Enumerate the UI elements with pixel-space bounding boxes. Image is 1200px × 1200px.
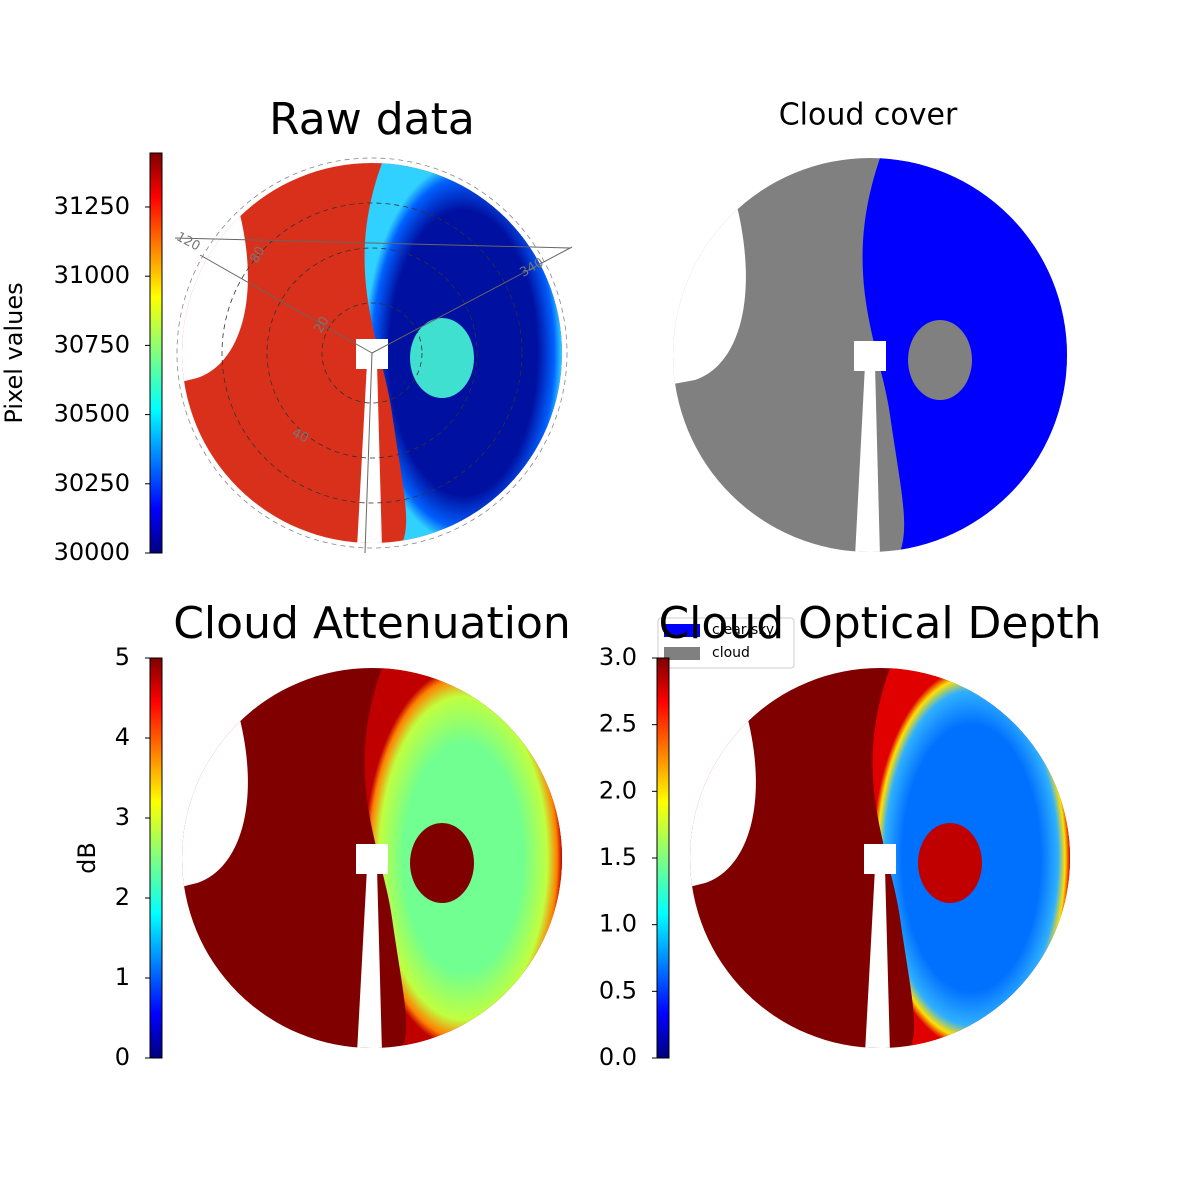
- cloud-patch: [410, 823, 474, 903]
- legend-swatch: [664, 647, 700, 660]
- sun-mask: [854, 341, 886, 371]
- colorbar: [149, 152, 163, 554]
- sun-mask: [356, 844, 388, 874]
- polar-axis: [364, 352, 373, 554]
- sky-image: [673, 158, 1067, 552]
- polar-label: 40: [289, 425, 311, 446]
- colorbar: [656, 657, 670, 1059]
- colorbar-tick-label: 5: [115, 643, 130, 671]
- colorbar-tick-label: 30750: [54, 330, 130, 358]
- cloud-patch: [918, 823, 982, 903]
- colorbar-tick-label: 31000: [54, 261, 130, 289]
- sun-mask: [864, 844, 896, 874]
- polar-axis: [174, 237, 571, 249]
- polar-grid: [221, 202, 523, 504]
- legend-label: cloud: [712, 645, 750, 661]
- colorbar-label: Pixel values: [0, 282, 28, 423]
- legend: clear sky cloud: [657, 617, 795, 669]
- polar-grid: [176, 157, 568, 549]
- colorbar-tick-label: 1.5: [599, 843, 637, 871]
- polar-label: 120: [174, 230, 203, 255]
- colorbar-tick-label: 1: [115, 963, 130, 991]
- panel-title: Cloud cover: [779, 98, 958, 133]
- colorbar-tick-label: 1.0: [599, 910, 637, 938]
- colorbar-tick-label: 30500: [54, 400, 130, 428]
- legend-swatch: [664, 624, 700, 637]
- colorbar-tick-label: 31250: [54, 192, 130, 220]
- colorbar-tick-label: 0.5: [599, 976, 637, 1004]
- colorbar-tick-label: 0.0: [599, 1043, 637, 1071]
- mast-mask: [357, 363, 382, 543]
- colorbar-tick-label: 30250: [54, 469, 130, 497]
- colorbar-tick-label: 2.0: [599, 776, 637, 804]
- mast-mask: [865, 868, 890, 1048]
- colorbar-tick-label: 4: [115, 723, 130, 751]
- cloud-patch: [410, 318, 474, 398]
- colorbar-tick-label: 30000: [54, 538, 130, 566]
- polar-grid: [266, 247, 478, 459]
- polar-axis: [371, 246, 573, 354]
- colorbar-tick-label: 3.0: [599, 643, 637, 671]
- colorbar-tick-label: 0: [115, 1043, 130, 1071]
- panel-title: Cloud Optical Depth: [658, 598, 1101, 649]
- legend-label: clear sky: [712, 622, 774, 638]
- colorbar-tick-label: 3: [115, 803, 130, 831]
- colorbar-tick-label: 2.5: [599, 710, 637, 738]
- polar-label: 80: [247, 244, 268, 266]
- panel-title: Raw data: [269, 94, 475, 145]
- colorbar-tick-label: 2: [115, 883, 130, 911]
- polar-axis: [199, 254, 373, 354]
- sky-image: [182, 668, 562, 1048]
- colorbar: [149, 657, 163, 1059]
- mast-mask: [357, 868, 382, 1048]
- cloud-patch: [908, 320, 972, 400]
- colorbar-label: dB: [73, 842, 101, 874]
- sky-image: [690, 668, 1070, 1048]
- mast-mask: [855, 365, 880, 552]
- polar-label: 20: [311, 314, 332, 336]
- polar-grid: [321, 302, 423, 404]
- sky-image: [182, 163, 562, 543]
- panel-title: Cloud Attenuation: [173, 598, 571, 649]
